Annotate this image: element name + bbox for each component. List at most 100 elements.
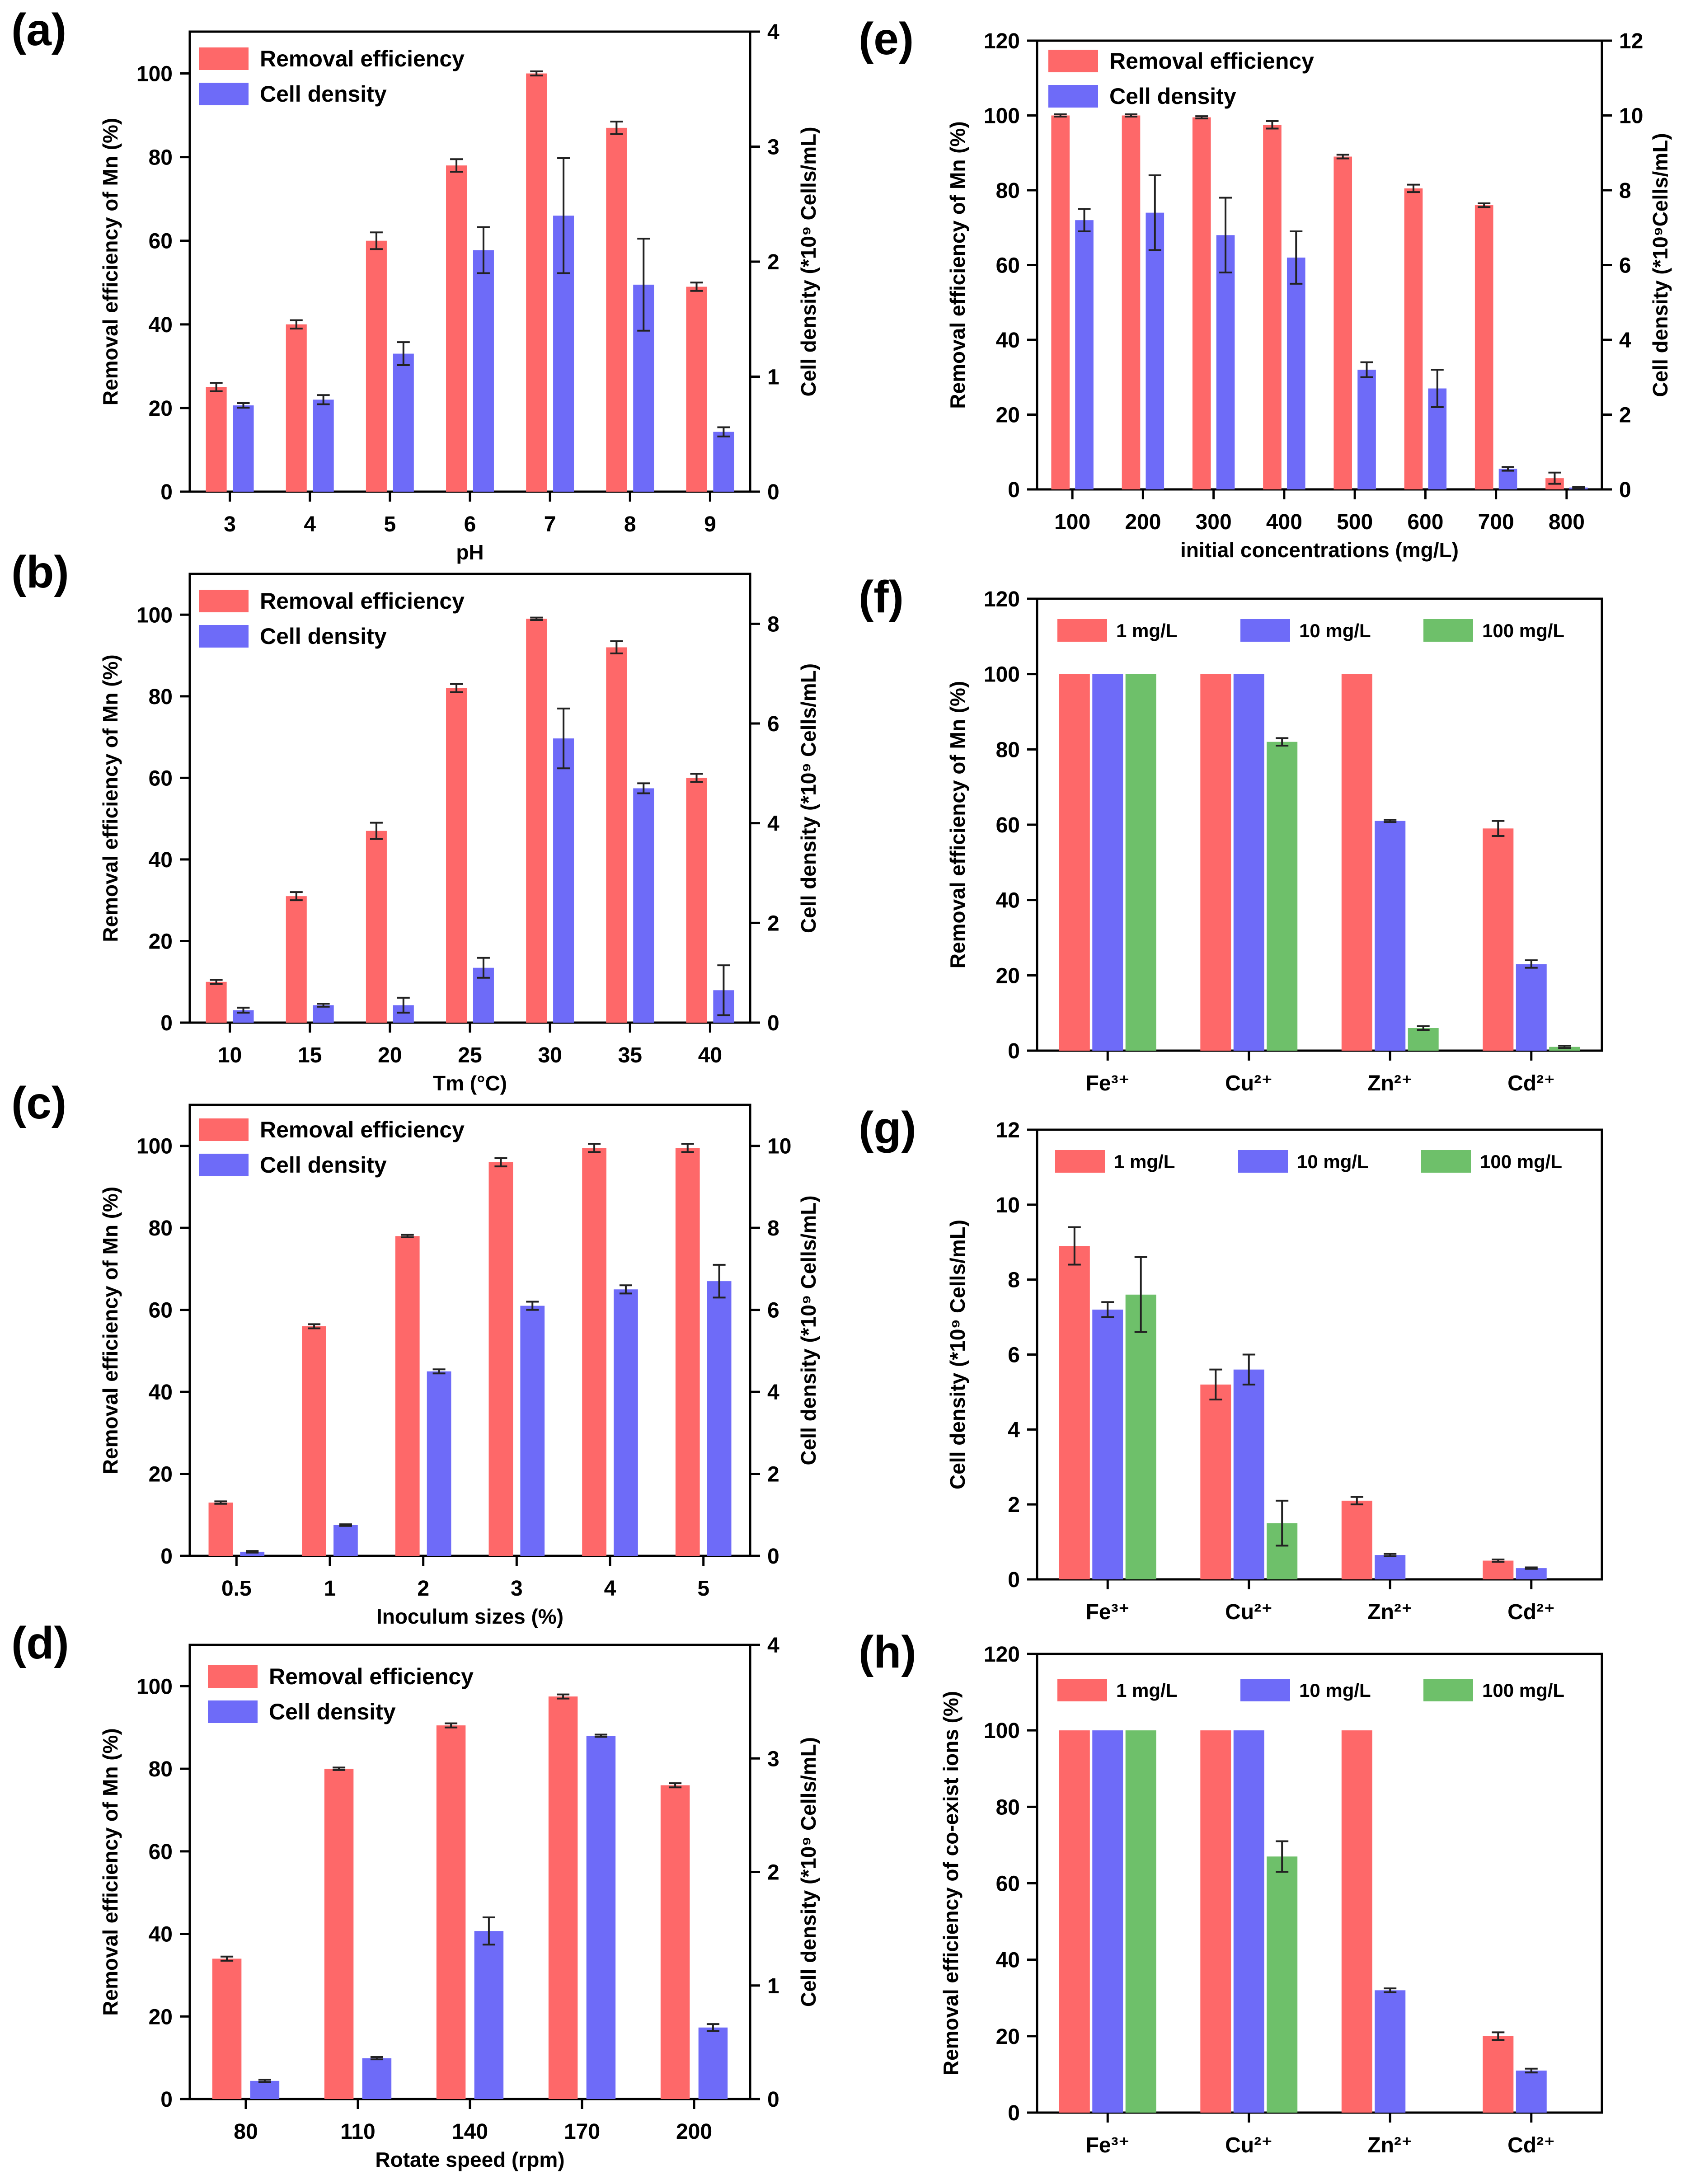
x-tick-label: 700: [1478, 510, 1514, 534]
legend-swatch: [1240, 1679, 1290, 1701]
y-tick-label: 40: [149, 1923, 173, 1947]
bar-cell-density: [520, 1306, 545, 1556]
legend-label: 1 mg/L: [1114, 1151, 1175, 1172]
y2-tick-label: 2: [767, 1463, 779, 1487]
bar-cell-density: [427, 1371, 451, 1556]
y2-tick-label: 4: [1619, 329, 1631, 352]
bar-cell-density: [1075, 220, 1094, 489]
x-tick-label: 5: [697, 1577, 709, 1601]
legend-label: Removal efficiency: [260, 588, 465, 614]
y-tick-label: 100: [984, 104, 1020, 128]
bar-removal-efficiency: [1404, 188, 1423, 489]
bar-removal-efficiency: [526, 619, 547, 1023]
legend-label: 10 mg/L: [1299, 1680, 1371, 1701]
panel-label: (b): [11, 547, 69, 597]
bar-removal-efficiency: [1333, 156, 1352, 489]
x-tick-label: 4: [304, 512, 316, 536]
legend-swatch: [208, 1665, 258, 1688]
legend-label: Cell density: [260, 1152, 387, 1178]
y-tick-label: 100: [136, 62, 173, 86]
legend-swatch: [1055, 1150, 1105, 1173]
bar-cell-density: [698, 2027, 728, 2099]
bar-1-mg-l: [1200, 1384, 1231, 1579]
x-tick-label: 20: [378, 1043, 402, 1067]
y-tick-label: 6: [1008, 1343, 1020, 1367]
x-tick-label: 100: [1054, 510, 1090, 534]
y2-axis-label: Cell density (*10⁹ Cells/mL): [797, 1737, 820, 2007]
bar-100-mg-l: [1267, 1856, 1298, 2113]
y-tick-label: 10: [996, 1193, 1020, 1217]
y-tick-label: 80: [149, 685, 173, 709]
x-tick-label: 80: [234, 2120, 258, 2144]
bar-10-mg-l: [1233, 674, 1264, 1051]
y-tick-label: 100: [984, 1719, 1020, 1743]
y2-tick-label: 3: [767, 136, 779, 160]
panel-h: (h) 0 20 40 60 80 100 120 Removal efficiency of …: [859, 1627, 1603, 2157]
legend-label: 100 mg/L: [1482, 1680, 1564, 1701]
legend-label: Cell density: [260, 624, 387, 649]
x-tick-label: 5: [384, 512, 396, 536]
y2-tick-label: 12: [1619, 29, 1643, 53]
bar-cell-density: [474, 1931, 504, 2099]
x-tick-label: 300: [1196, 510, 1232, 534]
y-tick-label: 40: [149, 1381, 173, 1404]
legend-swatch: [208, 1700, 258, 1723]
x-tick-label: 800: [1549, 510, 1585, 534]
y2-tick-label: 0: [767, 1545, 779, 1569]
x-tick-label: 8: [624, 512, 636, 536]
bar-cell-density: [250, 2081, 280, 2099]
bar-removal-efficiency: [286, 896, 307, 1023]
y2-tick-label: 8: [767, 1216, 779, 1240]
y2-tick-label: 10: [1619, 104, 1643, 128]
legend-swatch: [1423, 1679, 1473, 1701]
y-tick-label: 20: [996, 404, 1020, 427]
legend-label: Cell density: [260, 81, 387, 107]
bar-1-mg-l: [1341, 674, 1372, 1051]
bar-10-mg-l: [1092, 1310, 1123, 1579]
bar-10-mg-l: [1516, 1568, 1547, 1579]
y2-tick-label: 0: [767, 480, 779, 504]
y-axis-label: Removal efficiency of Mn (%): [99, 1187, 122, 1474]
bar-removal-efficiency: [446, 165, 467, 492]
bar-10-mg-l: [1375, 821, 1406, 1051]
legend-swatch: [199, 1154, 249, 1176]
bar-10-mg-l: [1516, 2070, 1547, 2113]
bar-10-mg-l: [1092, 674, 1123, 1051]
x-tick-label: Cu²⁺: [1225, 1071, 1272, 1095]
legend-label: 1 mg/L: [1116, 620, 1177, 641]
y2-tick-label: 8: [767, 612, 779, 636]
y-tick-label: 40: [149, 313, 173, 337]
bar-removal-efficiency: [488, 1162, 513, 1556]
legend-label: Cell density: [269, 1699, 396, 1724]
x-tick-label: 2: [417, 1577, 429, 1601]
bar-100-mg-l: [1408, 1028, 1439, 1051]
y2-tick-label: 3: [767, 1747, 779, 1771]
y2-tick-label: 4: [767, 812, 779, 836]
y2-axis-label: Cell density (*10⁹ Cells/mL): [797, 663, 820, 933]
bar-removal-efficiency: [686, 287, 707, 492]
y-tick-label: 100: [984, 663, 1020, 687]
bar-1-mg-l: [1341, 1730, 1372, 2113]
y2-tick-label: 0: [767, 1011, 779, 1035]
y-tick-label: 40: [996, 889, 1020, 913]
x-tick-label: Cd²⁺: [1507, 1600, 1555, 1624]
x-tick-label: 25: [458, 1043, 482, 1067]
y2-tick-label: 6: [1619, 254, 1631, 278]
bar-cell-density: [707, 1281, 732, 1556]
bar-cell-density: [586, 1736, 616, 2099]
x-tick-label: 15: [298, 1043, 322, 1067]
bar-cell-density: [1146, 212, 1164, 489]
bar-removal-efficiency: [286, 324, 307, 492]
bar-1-mg-l: [1200, 674, 1231, 1051]
bar-removal-efficiency: [324, 1769, 354, 2099]
bar-removal-efficiency: [366, 831, 387, 1023]
y-axis-label: Cell density (*10⁹ Cells/mL): [946, 1220, 969, 1489]
y-axis-label: Removal efficiency of co-exist ions (%): [939, 1691, 963, 2076]
y2-tick-label: 0: [767, 2088, 779, 2112]
y-tick-label: 12: [996, 1118, 1020, 1142]
y-tick-label: 2: [1008, 1493, 1020, 1517]
bar-cell-density: [313, 399, 334, 492]
